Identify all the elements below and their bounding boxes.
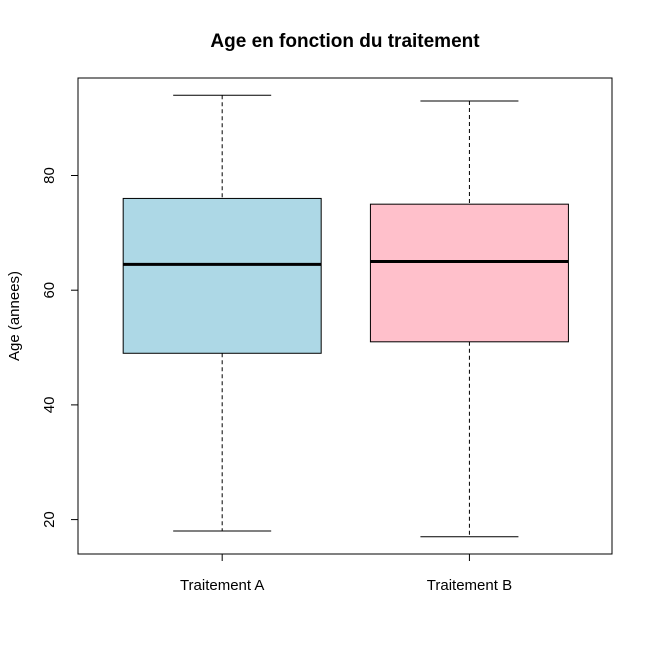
y-tick-label: 40 bbox=[41, 397, 58, 414]
y-axis: 20 40 60 80 bbox=[41, 167, 79, 528]
iqr-box bbox=[122, 197, 322, 354]
y-tick-label: 20 bbox=[41, 511, 58, 528]
boxes bbox=[122, 94, 569, 538]
y-tick-label: 60 bbox=[41, 282, 58, 299]
x-axis: Traitement A Traitement B bbox=[180, 553, 512, 594]
iqr-box bbox=[369, 203, 569, 343]
x-tick-label: Traitement B bbox=[427, 577, 512, 594]
x-tick-label: Traitement A bbox=[180, 577, 264, 594]
y-tick-label: 80 bbox=[41, 167, 58, 184]
y-axis-label: Age (annees) bbox=[6, 271, 23, 361]
box-2 bbox=[369, 100, 569, 538]
box-1 bbox=[122, 94, 322, 532]
chart-title: Age en fonction du traitement bbox=[210, 31, 480, 52]
